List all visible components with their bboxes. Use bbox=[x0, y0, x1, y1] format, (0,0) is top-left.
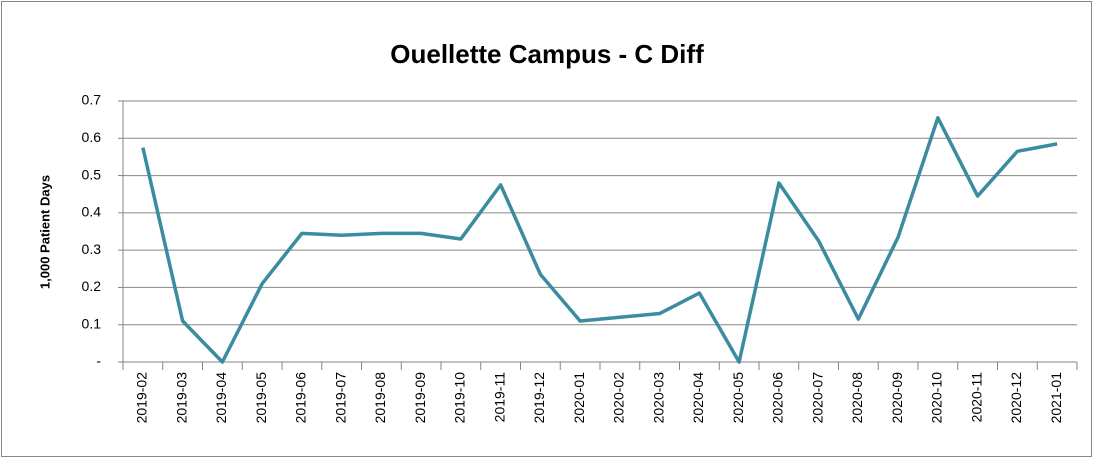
y-tick-label: 0.5 bbox=[82, 166, 102, 182]
x-tick-label: 2021-01 bbox=[1048, 372, 1064, 424]
y-tick-label: 0.7 bbox=[82, 92, 102, 108]
y-axis-label: 1,000 Patient Days bbox=[37, 175, 52, 289]
x-tick-label: 2019-05 bbox=[253, 372, 269, 424]
x-tick-label: 2019-02 bbox=[134, 372, 150, 424]
x-tick-label: 2019-10 bbox=[452, 372, 468, 424]
x-tick-label: 2019-12 bbox=[531, 372, 547, 424]
x-tick-label: 2020-03 bbox=[650, 372, 666, 424]
x-tick-label: 2019-09 bbox=[412, 372, 428, 424]
data-line bbox=[141, 116, 1058, 364]
x-tick-label: 2020-02 bbox=[611, 372, 627, 424]
y-tick-label: 0.2 bbox=[82, 278, 102, 294]
x-tick-label: 2020-08 bbox=[849, 372, 865, 424]
x-tick-label: 2019-08 bbox=[372, 372, 388, 424]
x-tick-label: 2019-11 bbox=[491, 372, 507, 423]
x-tick-label: 2020-01 bbox=[571, 372, 587, 424]
x-tick-label: 2020-12 bbox=[1008, 372, 1024, 424]
x-tick-label: 2019-03 bbox=[173, 372, 189, 424]
x-tick-label: 2020-05 bbox=[730, 372, 746, 424]
y-tick-label: 0.6 bbox=[82, 129, 102, 145]
x-tick-label: 2020-04 bbox=[690, 372, 706, 424]
x-tick-label: 2020-06 bbox=[770, 372, 786, 424]
y-tick-label: 0.3 bbox=[82, 241, 102, 257]
x-tick-label: 2020-07 bbox=[809, 372, 825, 424]
x-tick-label: 2019-06 bbox=[293, 372, 309, 424]
y-tick-label: - bbox=[96, 353, 101, 369]
x-tick-label: 2020-09 bbox=[889, 372, 905, 424]
x-tick-label: 2020-11 bbox=[968, 372, 984, 423]
chart-title: Ouellette Campus - C Diff bbox=[390, 39, 704, 69]
x-tick-label: 2020-10 bbox=[929, 372, 945, 424]
y-tick-label: 0.4 bbox=[82, 204, 102, 220]
x-tick-label: 2019-04 bbox=[213, 372, 229, 424]
x-tick-label: 2019-07 bbox=[332, 372, 348, 424]
y-tick-label: 0.1 bbox=[82, 315, 102, 331]
